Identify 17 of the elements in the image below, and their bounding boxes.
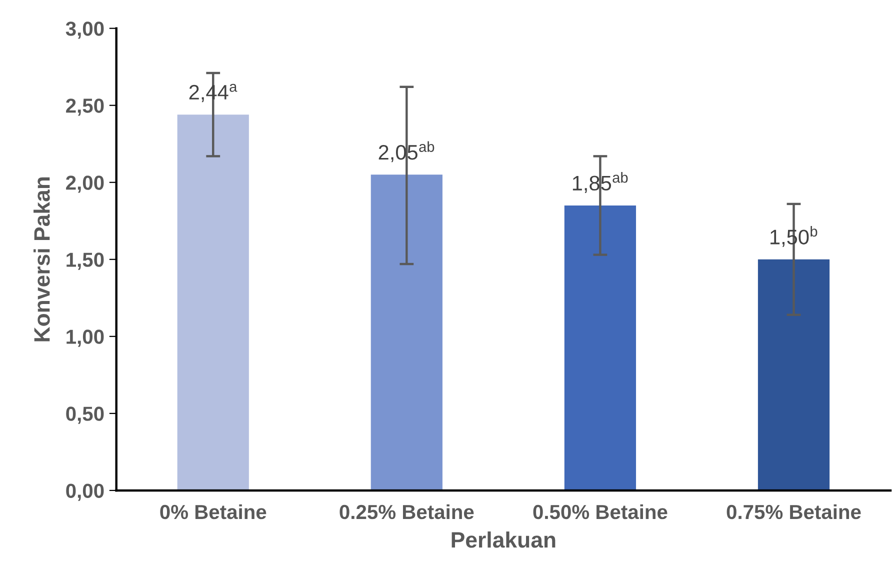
x-axis-title: Perlakuan — [452, 531, 556, 548]
y-tick-label: 2,00 — [66, 176, 104, 193]
y-axis-title: Konversi Pakan — [34, 177, 50, 342]
y-tick-label: 1,00 — [66, 330, 104, 347]
y-tick-label: 0,50 — [66, 406, 104, 424]
y-tick-label: 2,50 — [66, 98, 104, 116]
y-tick-label: 1,50 — [66, 252, 104, 270]
x-tick-label: 0% Betaine — [160, 504, 266, 520]
bar — [758, 259, 830, 490]
bar — [564, 205, 636, 490]
bar — [177, 114, 249, 490]
y-tick-label: 3,00 — [66, 22, 104, 39]
x-tick-label: 0.50% Betaine — [533, 504, 668, 520]
x-tick-label: 0.75% Betaine — [726, 504, 861, 520]
x-tick-label: 0.25% Betaine — [340, 504, 474, 520]
y-tick-label: 0,00 — [66, 484, 104, 501]
bar — [370, 174, 442, 490]
